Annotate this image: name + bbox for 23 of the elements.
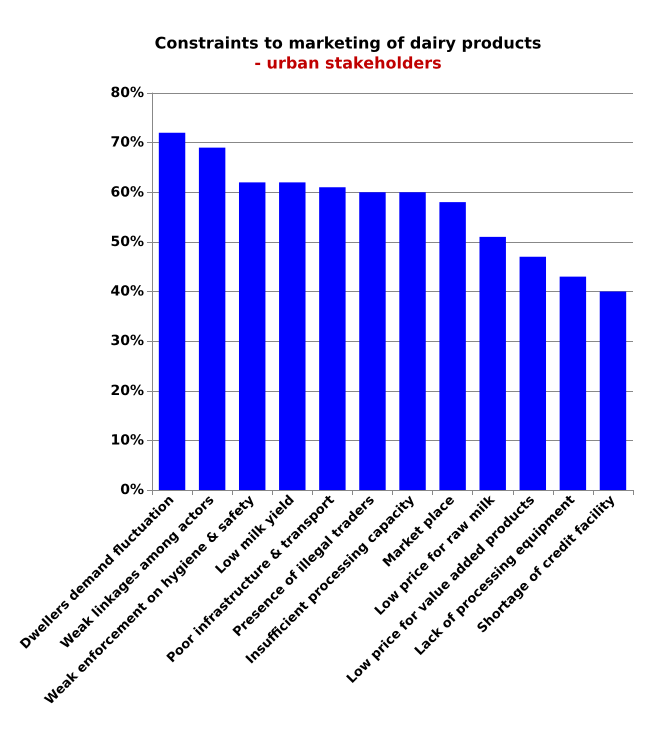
chart-subtitle: - urban stakeholders <box>254 54 442 72</box>
bar <box>158 132 186 490</box>
bar <box>198 148 226 490</box>
bar <box>238 182 266 490</box>
chart-title: Constraints to marketing of dairy products <box>154 34 542 52</box>
y-tick-label: 50% <box>110 234 144 250</box>
y-tick-label: 40% <box>110 284 144 300</box>
bar <box>560 276 586 490</box>
bar <box>279 182 306 490</box>
bar <box>319 187 346 490</box>
y-tick-label: 0% <box>120 482 144 498</box>
y-tick-label: 70% <box>110 134 144 151</box>
y-tick-label: 60% <box>110 184 144 200</box>
bar <box>359 192 386 490</box>
bar <box>479 236 506 490</box>
bar <box>439 202 466 490</box>
y-tick-label: 80% <box>110 85 144 101</box>
bar <box>600 292 626 490</box>
y-tick-label: 10% <box>110 432 144 448</box>
bar <box>399 192 426 490</box>
y-tick-label: 20% <box>110 382 144 399</box>
bar <box>520 256 546 490</box>
y-tick-label: 30% <box>110 333 144 350</box>
